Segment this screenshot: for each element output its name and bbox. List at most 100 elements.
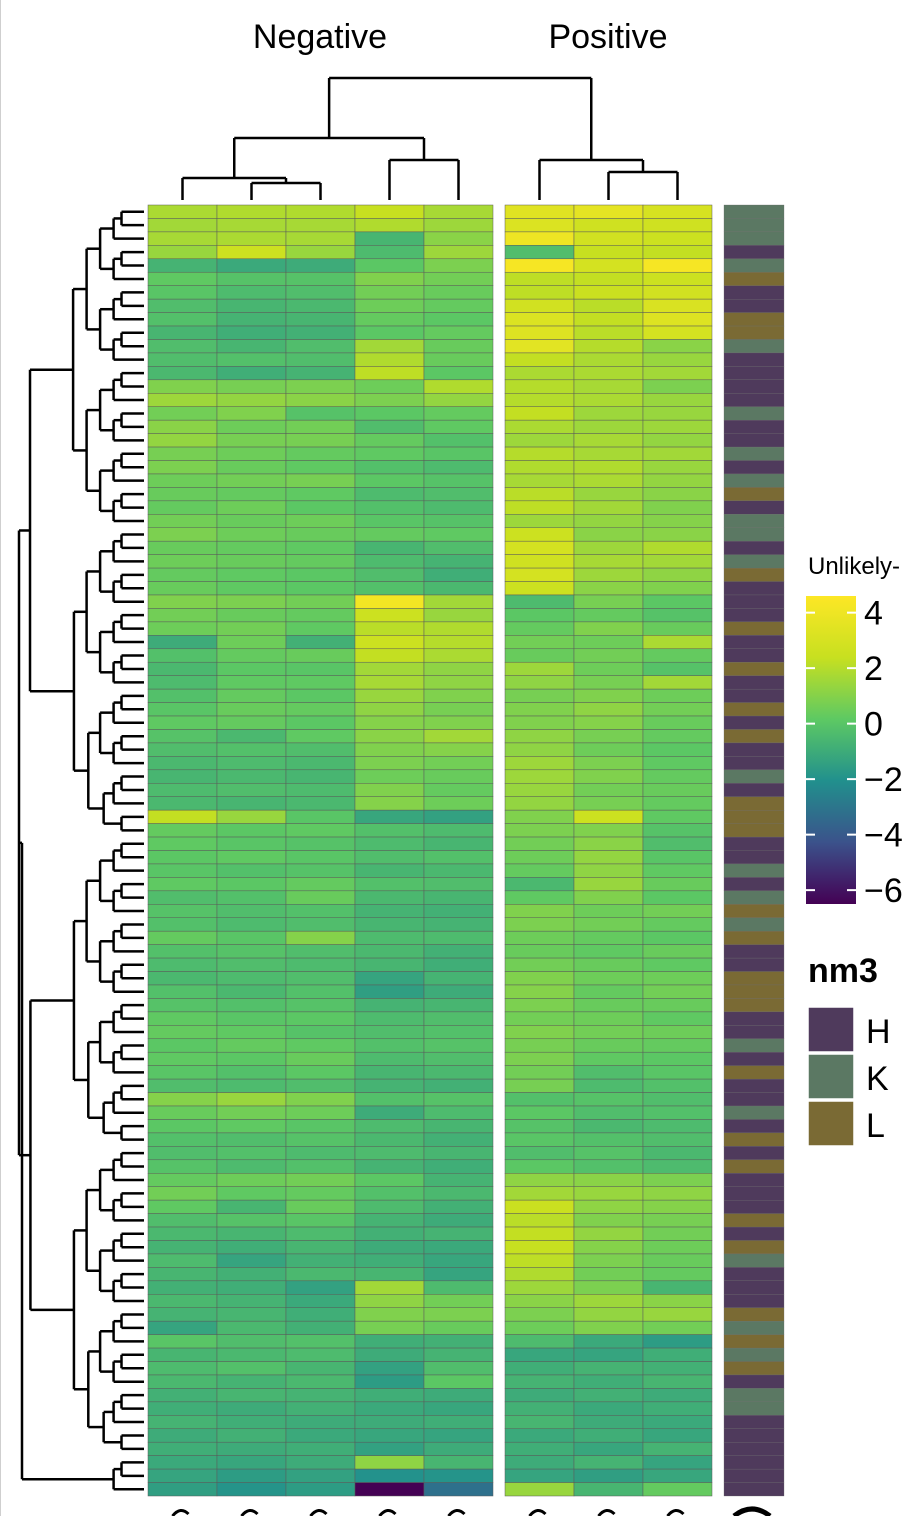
heatmap-cell	[642, 473, 713, 488]
heatmap-cell	[573, 850, 644, 865]
heatmap-cell	[354, 487, 425, 502]
annotation-cell	[723, 769, 785, 784]
heatmap-cell	[354, 1307, 425, 1322]
heatmap-cell	[285, 312, 356, 327]
heatmap-cell	[423, 756, 494, 771]
heatmap-cell	[423, 1320, 494, 1335]
heatmap-cell	[504, 1226, 575, 1241]
heatmap-cell	[642, 756, 713, 771]
annotation-cell	[723, 339, 785, 354]
heatmap-cell	[423, 1226, 494, 1241]
heatmap-cell	[285, 729, 356, 744]
heatmap-cell	[573, 621, 644, 636]
heatmap-cell	[573, 836, 644, 851]
heatmap-cell	[216, 1051, 287, 1066]
heatmap-cell	[354, 433, 425, 448]
heatmap-cell	[216, 1011, 287, 1026]
heatmap-cell	[573, 769, 644, 784]
heatmap-cell	[642, 527, 713, 542]
annotation-cell	[723, 446, 785, 461]
heatmap-cell	[285, 419, 356, 434]
heatmap-cell	[504, 1051, 575, 1066]
heatmap-cell	[423, 581, 494, 596]
heatmap-cell	[642, 1388, 713, 1403]
heatmap-cell	[285, 1213, 356, 1228]
heatmap-cell	[573, 231, 644, 246]
heatmap-cell	[642, 688, 713, 703]
heatmap-cell	[504, 809, 575, 824]
heatmap-cell	[285, 1415, 356, 1430]
heatmap-cell	[504, 567, 575, 582]
heatmap-cell	[147, 621, 218, 636]
heatmap-cell	[216, 245, 287, 260]
heatmap-cell	[642, 460, 713, 475]
heatmap-cell	[423, 258, 494, 273]
annotation-legend-swatch	[807, 1053, 855, 1100]
colorbar-tick-label: −4	[864, 817, 903, 855]
heatmap-cell	[285, 258, 356, 273]
heatmap-cell	[285, 1428, 356, 1443]
heatmap-cell	[573, 1401, 644, 1416]
heatmap-cell	[573, 1199, 644, 1214]
heatmap-cell	[573, 1294, 644, 1308]
heatmap-cell	[147, 836, 218, 851]
heatmap-cell	[147, 1159, 218, 1174]
heatmap-cell	[354, 1025, 425, 1040]
heatmap-cell	[642, 594, 713, 609]
heatmap-cell	[642, 796, 713, 811]
heatmap-cell	[147, 715, 218, 730]
heatmap-cell	[642, 1078, 713, 1093]
heatmap-cell	[423, 419, 494, 434]
annotation-cell	[723, 621, 785, 636]
heatmap-cell	[504, 998, 575, 1013]
column-label-stub	[666, 1509, 685, 1516]
heatmap-cell	[423, 608, 494, 623]
heatmap-cell	[147, 1092, 218, 1107]
heatmap-cell	[216, 890, 287, 905]
heatmap-cell	[423, 944, 494, 959]
heatmap-cell	[423, 1199, 494, 1214]
colorbar-gradient-bar	[806, 596, 856, 904]
heatmap-cell	[216, 621, 287, 636]
heatmap-cell	[354, 1051, 425, 1066]
heatmap-cell	[423, 823, 494, 838]
heatmap-cell	[573, 809, 644, 824]
heatmap-cell	[573, 890, 644, 905]
heatmap-cell	[573, 1307, 644, 1322]
heatmap-cell	[573, 487, 644, 502]
annotation-cell	[723, 1361, 785, 1376]
heatmap-cell	[285, 1240, 356, 1255]
heatmap-cell	[216, 204, 287, 219]
heatmap-cell	[504, 258, 575, 273]
heatmap-cell	[504, 1159, 575, 1174]
heatmap-cell	[354, 944, 425, 959]
heatmap-cell	[573, 904, 644, 918]
heatmap-cell	[147, 957, 218, 972]
heatmap-cell	[354, 635, 425, 650]
annotation-cell	[723, 702, 785, 717]
heatmap-cell	[354, 1065, 425, 1080]
heatmap-cell	[423, 1105, 494, 1120]
heatmap-cell	[354, 379, 425, 394]
annotation-cell	[723, 662, 785, 676]
heatmap-cell	[354, 1320, 425, 1335]
annotation-cell	[723, 541, 785, 555]
heatmap-cell	[642, 998, 713, 1013]
heatmap-cell	[642, 406, 713, 421]
heatmap-cell	[147, 608, 218, 623]
colorbar-title: Unlikely-	[808, 553, 900, 580]
heatmap-cell	[285, 769, 356, 784]
heatmap-cell	[573, 1388, 644, 1403]
heatmap-cell	[354, 661, 425, 676]
heatmap-cell	[504, 1253, 575, 1268]
heatmap-cell	[147, 823, 218, 838]
heatmap-cell	[573, 675, 644, 690]
heatmap-cell	[504, 500, 575, 515]
heatmap-cell	[147, 850, 218, 865]
heatmap-cell	[573, 460, 644, 475]
heatmap-cell	[216, 917, 287, 932]
heatmap-cell	[423, 487, 494, 502]
heatmap-cell	[642, 204, 713, 219]
heatmap-cell	[354, 890, 425, 905]
heatmap-cell	[285, 1065, 356, 1080]
